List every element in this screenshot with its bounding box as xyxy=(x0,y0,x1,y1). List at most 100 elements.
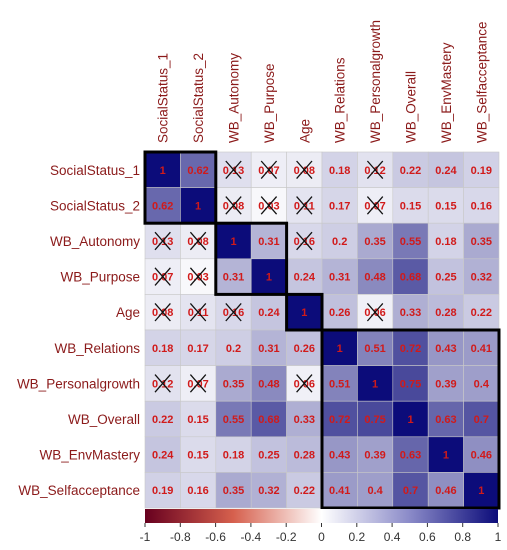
heatmap-cell xyxy=(427,472,464,509)
cell-value-label: 0.35 xyxy=(223,378,244,390)
cell-value-label: 0.08 xyxy=(187,236,208,248)
cell-value-label: 0.72 xyxy=(329,414,350,426)
cell-value-label: 0.07 xyxy=(258,165,279,177)
heatmap-cell xyxy=(427,400,464,438)
column-label: SocialStatus_2 xyxy=(191,53,206,143)
cell-value-label: 0.26 xyxy=(294,343,315,355)
row-label: SocialStatus_2 xyxy=(50,198,140,213)
heatmap-cell xyxy=(286,472,323,509)
cell-value-label: 0.41 xyxy=(329,485,350,497)
not-significant-cross-icon xyxy=(296,231,313,251)
cell-value-label: 1 xyxy=(230,236,236,248)
cell-value-label: 0.17 xyxy=(187,343,208,355)
heatmap-cell xyxy=(357,400,394,438)
cell-value-label: 0.22 xyxy=(152,414,173,426)
legend-tick-label: -0.8 xyxy=(170,530,191,544)
heatmap-cell xyxy=(321,187,358,224)
heatmap-cell xyxy=(427,258,464,295)
legend-tick-label: 0.8 xyxy=(454,530,471,544)
column-label: WB_Selfacceptance xyxy=(474,21,489,143)
row-label: WB_Autonomy xyxy=(50,234,140,249)
row-label: WB_Purpose xyxy=(60,270,140,285)
cell-value-label: 0.7 xyxy=(474,414,489,426)
not-significant-cross-icon xyxy=(225,302,242,322)
cell-value-label: 0.11 xyxy=(188,307,209,319)
cell-value-label: 1 xyxy=(372,378,378,390)
column-label: WB_EnvMastery xyxy=(439,42,454,143)
heatmap-cell xyxy=(286,436,323,473)
cell-value-label: 0.24 xyxy=(258,307,280,319)
row-label: WB_Personalgrowth xyxy=(17,376,140,391)
not-significant-cross-icon xyxy=(154,231,171,251)
cell-value-label: 0.22 xyxy=(471,307,492,319)
cell-value-label: 0.46 xyxy=(435,485,456,497)
cell-value-label: 0.72 xyxy=(400,343,421,355)
cell-value-label: 0.75 xyxy=(400,378,421,390)
row-labels: SocialStatus_1 SocialStatus_2 WB_Autonomy W… xyxy=(17,163,140,498)
row-label: WB_Selfacceptance xyxy=(18,483,140,498)
heatmap-cell xyxy=(215,400,252,438)
cluster-box xyxy=(285,292,324,332)
cell-value-label: 0.24 xyxy=(294,272,316,284)
cell-value-label: 0.18 xyxy=(152,343,173,355)
color-legend-ticks: -1 -0.8 -0.6 -0.4 -0.2 0 0.2 0.4 0.6 0.8 1 xyxy=(140,523,502,544)
cell-value-label: 0.2 xyxy=(332,236,347,248)
cluster-boxes xyxy=(143,150,501,510)
cell-value-label: 0.63 xyxy=(400,450,421,462)
cell-value-label: 0.12 xyxy=(152,378,173,390)
cell-value-label: 0.51 xyxy=(364,343,385,355)
cell-value-label: 0.06 xyxy=(294,378,315,390)
heatmap-cell xyxy=(180,472,217,509)
cell-value-label: 0.7 xyxy=(403,485,418,497)
cell-value-label: 0.16 xyxy=(294,236,315,248)
heatmap-cell xyxy=(392,436,429,473)
legend-tick-label: 1 xyxy=(495,530,502,544)
heatmap-cell xyxy=(463,222,500,260)
cell-value-label: 0.18 xyxy=(329,165,350,177)
row-label: WB_Overall xyxy=(68,412,140,427)
cell-value-label: 0.17 xyxy=(329,200,350,212)
heatmap-cell xyxy=(215,258,252,295)
cell-value-label: 0.31 xyxy=(258,343,279,355)
cell-value-label: 0.12 xyxy=(364,165,385,177)
legend-tick-label: -0.4 xyxy=(241,530,262,544)
cell-value-label: 0.07 xyxy=(152,272,173,284)
cell-value-label: 0.16 xyxy=(471,200,492,212)
cell-value-label: 0.15 xyxy=(187,450,208,462)
cell-value-label: 0.33 xyxy=(294,414,315,426)
heatmap-cell xyxy=(180,151,217,188)
cell-value-label: 0.35 xyxy=(364,236,385,248)
not-significant-cross-icon xyxy=(260,196,278,215)
not-significant-cross-icon xyxy=(296,196,313,215)
color-legend-gradient xyxy=(145,509,498,523)
cell-value-label: 0.06 xyxy=(364,307,385,319)
heatmap-cell xyxy=(180,436,217,473)
cell-value-label: 1 xyxy=(195,200,201,212)
cell-value-label: 0.28 xyxy=(294,450,315,462)
heatmap-cell xyxy=(286,294,323,331)
cell-value-label: 0.4 xyxy=(367,485,383,497)
cell-value-label: 0.75 xyxy=(364,414,385,426)
cluster-box xyxy=(143,150,218,225)
cell-value-label: 0.07 xyxy=(187,378,208,390)
heatmap-cell xyxy=(357,472,394,509)
cell-value-label: 0.39 xyxy=(435,378,456,390)
cell-value-label: 1 xyxy=(407,414,413,426)
heatmap-cell xyxy=(357,258,394,295)
cell-value-label: 0.43 xyxy=(329,450,350,462)
not-significant-cross-icon xyxy=(366,160,384,180)
cell-value-label: 0.55 xyxy=(400,236,421,248)
not-significant-cross-icon xyxy=(154,267,171,286)
cell-value-label: 0.32 xyxy=(471,272,492,284)
cluster-box xyxy=(320,328,501,510)
heatmap-cell xyxy=(321,222,358,260)
column-label: SocialStatus_1 xyxy=(156,53,171,143)
cell-value-label: 0.68 xyxy=(400,272,421,284)
cell-value-label: 0.32 xyxy=(258,485,279,497)
cell-value-label: 0.16 xyxy=(187,485,208,497)
cell-value-label: 0.08 xyxy=(294,165,315,177)
legend-tick-label: -0.2 xyxy=(276,530,297,544)
cell-value-label: 0.07 xyxy=(364,200,385,212)
legend-tick-label: 0.2 xyxy=(348,530,365,544)
cell-value-label: 0.18 xyxy=(435,236,456,248)
